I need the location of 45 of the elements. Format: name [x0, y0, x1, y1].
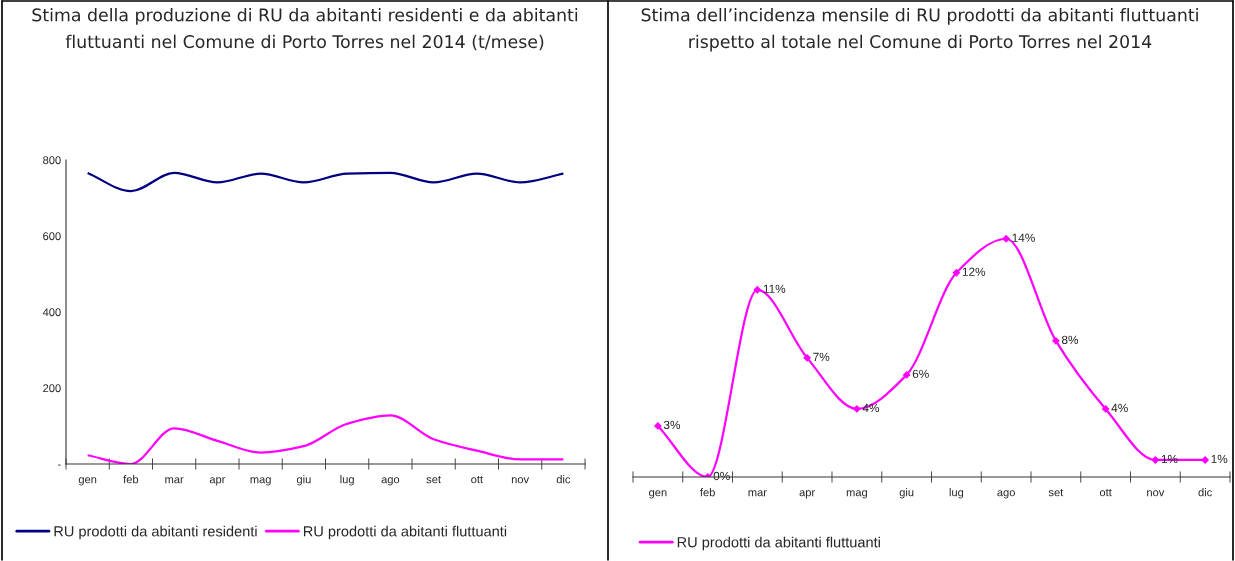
data-label: 1% [1211, 454, 1228, 464]
x-tick-label: apr [209, 477, 226, 486]
data-label: 4% [862, 403, 880, 413]
y-tick-label: 600 [43, 232, 61, 241]
x-tick-label: set [1048, 488, 1064, 497]
x-tick-label: dic [556, 475, 571, 484]
data-label: 6% [912, 369, 929, 379]
data-label: 7% [813, 352, 830, 361]
x-tick-label: nov [511, 477, 530, 484]
legend-label: RU prodotti da abitanti residenti [54, 525, 257, 540]
chart-title: Stima dell’incidenza mensile di RU prodotti da abitanti fluttuanti rispetto al totale nel Comune di Porto Torres nel 2014 [641, 8, 1198, 52]
x-tick-label: mar [748, 490, 767, 497]
x-tick-label: giu [296, 475, 311, 486]
x-tick-label: ago [381, 477, 400, 486]
y-tick-label: 800 [43, 156, 61, 165]
x-tick-label: dic [1198, 488, 1212, 497]
x-tick-label: feb [123, 475, 139, 484]
y-tick-label: - [57, 464, 61, 466]
legend-label: RU prodotti da abitanti fluttuanti [677, 536, 880, 551]
data-label: 8% [1061, 335, 1079, 345]
data-label: 11% [763, 284, 786, 293]
x-tick-label: gen [649, 490, 667, 499]
y-tick-label: 400 [42, 308, 61, 317]
x-tick-label: gen [78, 477, 97, 486]
x-tick-label: set [426, 475, 441, 484]
x-tick-label: nov [1147, 490, 1165, 497]
legend-label: RU prodotti da abitanti fluttuanti [303, 525, 507, 540]
data-label: 4% [1111, 403, 1128, 413]
data-label: 12% [962, 267, 986, 276]
x-tick-label: mag [846, 490, 867, 499]
x-tick-label: mar [165, 477, 184, 484]
x-tick-label: feb [700, 488, 715, 497]
x-tick-label: ago [997, 490, 1015, 499]
y-tick-label: 200 [43, 384, 61, 393]
data-label: 0% [713, 471, 730, 481]
x-tick-label: giu [899, 488, 914, 499]
x-tick-label: ott [1099, 488, 1112, 497]
data-label: 3% [663, 420, 681, 430]
x-tick-label: apr [799, 490, 815, 499]
x-tick-label: lug [340, 475, 354, 486]
data-label: 14% [1012, 233, 1035, 242]
x-tick-label: ott [471, 475, 483, 484]
x-tick-label: mag [250, 477, 271, 486]
chart-title: Stima della produzione di RU da abitanti residenti e da abitanti fluttuanti nel Comune di Porto Torres nel 2014 (t/mese) [32, 8, 578, 51]
x-tick-label: lug [949, 488, 964, 499]
